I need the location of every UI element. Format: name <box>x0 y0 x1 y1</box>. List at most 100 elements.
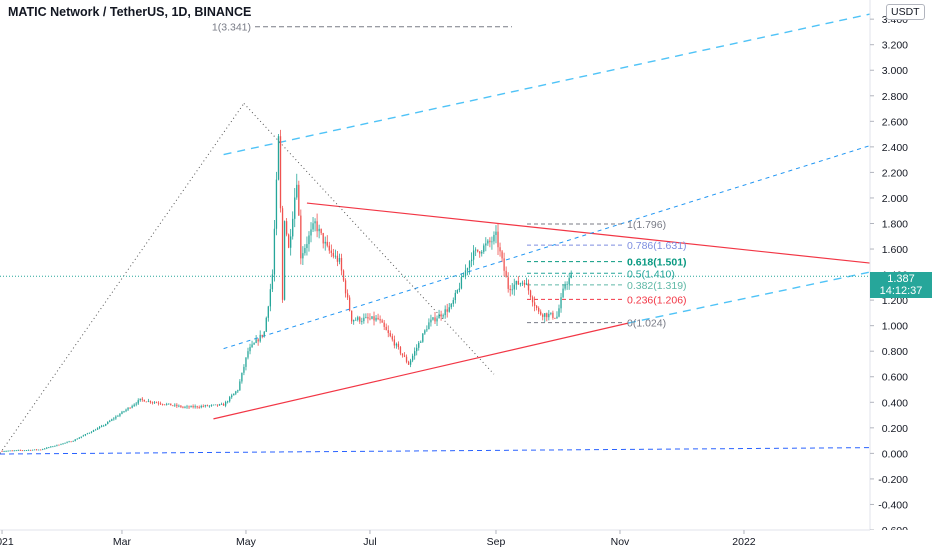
candle-body <box>163 404 166 406</box>
candle-body <box>328 245 330 251</box>
candle-body <box>151 402 154 404</box>
candle-body <box>361 321 363 322</box>
candle-body <box>42 449 44 450</box>
x-tick-label: May <box>236 536 257 548</box>
trendline-triangle-right <box>243 103 495 375</box>
candle-body <box>316 221 318 232</box>
candle-body <box>105 423 107 426</box>
candle-body <box>145 401 148 403</box>
current-price-tag: 1.387 14:12:37 <box>870 272 932 298</box>
candle-body <box>548 313 550 318</box>
candle-body <box>322 233 324 244</box>
candle-body <box>210 404 213 406</box>
time-axis <box>0 530 932 550</box>
candle-body <box>64 442 66 444</box>
candle-body <box>27 449 30 451</box>
candle-body <box>129 407 131 409</box>
trendline-support <box>213 322 629 420</box>
candle-body <box>127 407 129 410</box>
candle-body <box>200 406 202 408</box>
candle-body <box>131 406 133 408</box>
candle-body <box>111 419 113 421</box>
chart-title: MATIC Network / TetherUS, 1D, BINANCE <box>8 5 252 19</box>
y-tick-label: 3.200 <box>882 40 908 52</box>
candle-body <box>499 247 501 252</box>
candle-body <box>161 404 164 405</box>
candle-body <box>511 289 513 291</box>
candle-body <box>379 319 381 321</box>
fib-label-1: 1(1.796) <box>627 219 666 231</box>
candle-body <box>517 280 520 285</box>
candle-body <box>184 407 186 408</box>
candle-body <box>190 406 192 408</box>
candle-body <box>399 347 402 354</box>
candle-body <box>155 402 158 404</box>
candle-body <box>302 253 304 259</box>
candle-body <box>407 361 410 365</box>
candle-body <box>542 314 544 317</box>
candle-body <box>570 274 572 279</box>
candle-body <box>39 449 42 451</box>
y-tick-label: 0.000 <box>882 448 908 460</box>
candle-body <box>298 184 300 216</box>
candle-body <box>21 450 24 452</box>
candle-body <box>76 438 78 440</box>
candle-body <box>474 249 477 251</box>
candle-body <box>253 342 255 345</box>
candle-body <box>204 405 206 407</box>
candle-body <box>107 421 109 424</box>
y-tick-label: 0.800 <box>882 346 908 358</box>
candle-body <box>117 415 119 417</box>
candle-body <box>241 372 243 382</box>
candle-body <box>521 282 524 284</box>
current-price-value: 1.387 <box>887 273 915 285</box>
candle-body <box>31 449 34 451</box>
candle-body <box>411 355 414 361</box>
candle-body <box>251 344 253 348</box>
candle-body <box>363 317 365 322</box>
candle-body <box>58 444 60 446</box>
candle-body <box>409 360 412 365</box>
candle-body <box>94 429 97 431</box>
x-tick-label: Sep <box>487 536 506 548</box>
candle-body <box>265 317 267 332</box>
candle-body <box>100 425 103 427</box>
candle-body <box>377 317 379 320</box>
candle-body <box>330 250 332 253</box>
candle-body <box>344 280 347 294</box>
candle-body <box>247 351 249 358</box>
candle-body <box>206 405 208 407</box>
candle-body <box>245 357 247 367</box>
currency-selector[interactable]: USDT <box>886 4 925 20</box>
candle-body <box>426 329 428 331</box>
candle-body <box>84 434 87 436</box>
candle-body <box>52 446 54 448</box>
candle-body <box>121 411 123 414</box>
candle-body <box>15 450 17 452</box>
candle-body <box>395 343 398 346</box>
candle-body <box>13 450 15 452</box>
fib-label-0: 0(1.024) <box>627 318 666 330</box>
candle-body <box>88 432 91 434</box>
candle-body <box>485 243 487 246</box>
candle-body <box>312 223 314 230</box>
candle-body <box>212 404 215 406</box>
candle-body <box>33 449 36 451</box>
candle-body <box>403 355 406 357</box>
candle-body <box>194 406 196 408</box>
candle-body <box>560 297 562 309</box>
candle-body <box>450 303 452 308</box>
candle-body <box>497 231 499 248</box>
candle-body <box>46 447 48 449</box>
candle-body <box>54 445 56 447</box>
candle-body <box>416 347 418 352</box>
candle-body <box>269 289 272 307</box>
candle-body <box>505 270 507 278</box>
candle-body <box>338 258 341 262</box>
price-axis <box>870 0 932 530</box>
candle-body <box>405 356 408 362</box>
candle-body <box>188 406 190 408</box>
candle-body <box>442 315 444 317</box>
